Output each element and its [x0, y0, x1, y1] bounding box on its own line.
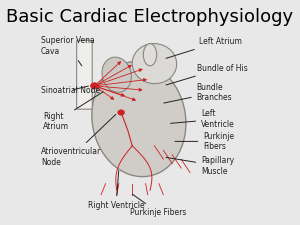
Ellipse shape	[92, 62, 186, 177]
Ellipse shape	[118, 110, 124, 115]
Text: Atrioventricular
Node: Atrioventricular Node	[41, 115, 116, 167]
Ellipse shape	[91, 83, 98, 89]
Text: Purkinje
Fibers: Purkinje Fibers	[175, 132, 235, 151]
FancyBboxPatch shape	[77, 40, 92, 109]
Text: Papillary
Muscle: Papillary Muscle	[166, 156, 234, 176]
Text: Left
Ventricle: Left Ventricle	[170, 110, 235, 129]
Ellipse shape	[132, 44, 177, 84]
Ellipse shape	[102, 57, 131, 92]
Ellipse shape	[143, 44, 157, 66]
Text: Bundle of His: Bundle of His	[166, 63, 247, 85]
Text: Superior Vena
Cava: Superior Vena Cava	[41, 36, 95, 66]
Text: Left Atrium: Left Atrium	[166, 37, 242, 58]
Text: Right Ventricle: Right Ventricle	[88, 171, 144, 210]
Text: Purkinje Fibers: Purkinje Fibers	[130, 194, 186, 217]
Text: Basic Cardiac Electrophysiology: Basic Cardiac Electrophysiology	[6, 8, 294, 26]
Text: Right
Atrium: Right Atrium	[43, 92, 103, 131]
Text: Sinoatrial Node: Sinoatrial Node	[41, 86, 100, 95]
Text: Bundle
Branches: Bundle Branches	[164, 83, 232, 103]
